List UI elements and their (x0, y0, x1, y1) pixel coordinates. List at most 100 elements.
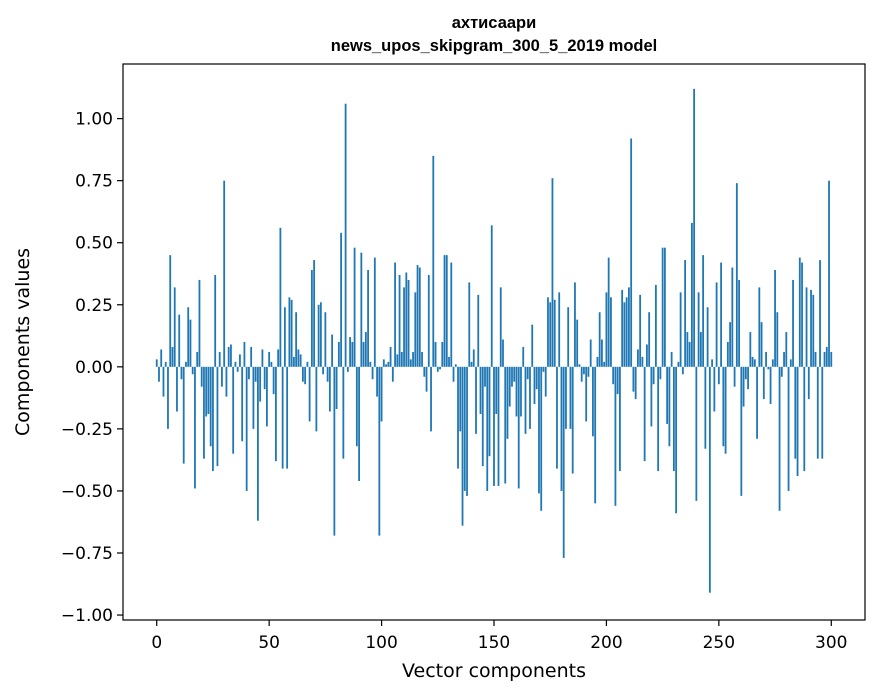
bar (738, 279, 740, 367)
bar (762, 366, 765, 400)
bar (594, 366, 597, 504)
bar (176, 366, 178, 412)
bar (490, 225, 493, 367)
bar (358, 366, 360, 481)
bar (744, 366, 747, 380)
bar (641, 356, 644, 367)
x-axis-label: Vector components (402, 660, 586, 682)
bar (477, 294, 480, 367)
bar (230, 344, 232, 367)
bar (753, 359, 756, 367)
y-tick-label: −0.50 (61, 482, 113, 502)
bar (625, 297, 628, 367)
bar (205, 366, 208, 417)
bar (355, 366, 358, 447)
bar (524, 366, 527, 434)
bar (657, 366, 660, 472)
bar (551, 178, 554, 367)
bar (576, 319, 579, 367)
bar (432, 155, 435, 367)
y-axis-label: Components values (12, 248, 34, 436)
bar (364, 332, 367, 367)
bar (416, 265, 419, 367)
bar (203, 366, 205, 459)
bar (189, 319, 192, 367)
bar (650, 366, 653, 427)
bar (553, 299, 556, 367)
bar (308, 366, 311, 422)
bar (194, 366, 196, 489)
bar (423, 366, 426, 377)
bar (549, 302, 552, 367)
bar (558, 292, 561, 367)
bar (740, 366, 743, 496)
y-tick-label: −0.25 (61, 420, 113, 440)
bar (254, 366, 257, 382)
bar (245, 366, 248, 491)
bar (380, 366, 383, 422)
bar (306, 361, 309, 367)
bar (164, 361, 167, 367)
plot-area-frame (122, 63, 866, 621)
bar (223, 180, 226, 367)
bar (169, 255, 172, 367)
bar (520, 366, 522, 417)
y-tick-label: 0.00 (75, 358, 113, 378)
bar (250, 346, 253, 367)
bar (634, 366, 637, 400)
bar (821, 366, 824, 459)
bar (733, 366, 736, 387)
bar (805, 287, 808, 367)
bar (760, 322, 763, 367)
bar (239, 354, 241, 367)
bar (614, 366, 617, 506)
bar (349, 337, 351, 367)
bar (580, 366, 583, 382)
x-tick-label: 300 (815, 633, 847, 653)
bar (346, 366, 349, 372)
bar (538, 366, 540, 494)
bar (326, 366, 329, 382)
bar (160, 349, 163, 367)
bar (409, 359, 412, 367)
bar (499, 287, 502, 367)
bar (610, 297, 612, 367)
y-axis-ticks: −1.00 −0.75 −0.50 −0.25 0.00 0.25 0.50 0.75 1.00 (61, 110, 123, 626)
bar (654, 284, 657, 367)
bar (686, 332, 689, 367)
bar (758, 287, 761, 367)
bar (639, 294, 642, 367)
bar (652, 366, 655, 385)
bar (241, 366, 244, 442)
bar (789, 359, 792, 367)
bar (497, 366, 500, 486)
bar (565, 366, 567, 429)
bar (569, 366, 572, 429)
bar (578, 364, 581, 367)
bar (335, 366, 338, 410)
bar (699, 332, 702, 367)
bar (315, 366, 318, 432)
bar (292, 356, 295, 367)
bar (810, 289, 812, 367)
bar (774, 270, 776, 367)
bar (290, 299, 293, 367)
bar (171, 346, 174, 367)
bar (272, 366, 275, 395)
bar (672, 366, 675, 472)
bar (434, 342, 437, 367)
bar (479, 366, 482, 414)
y-tick-label: 0.75 (75, 172, 113, 192)
bar (387, 361, 390, 367)
bar (690, 222, 693, 367)
bar (511, 366, 513, 387)
bar (547, 297, 549, 367)
bar (731, 267, 734, 367)
bar (729, 322, 731, 367)
bar (466, 366, 468, 496)
bar (162, 366, 165, 397)
bar (735, 183, 738, 367)
bar (225, 366, 228, 397)
bar (515, 366, 518, 417)
